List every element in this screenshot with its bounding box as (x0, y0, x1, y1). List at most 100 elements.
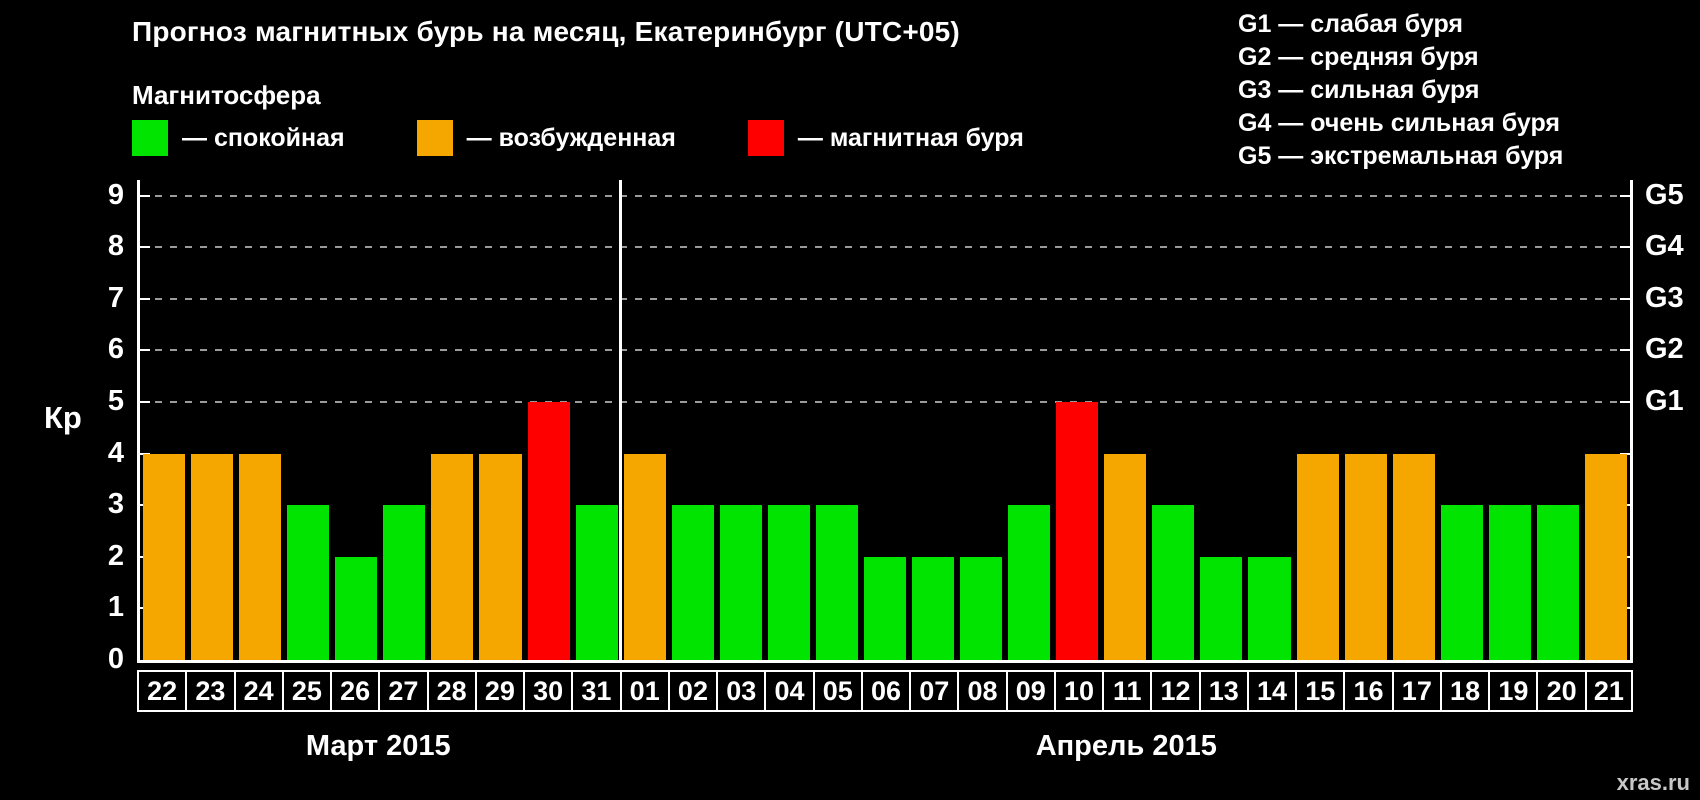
bar-day-25 (287, 505, 330, 660)
bar-day-07 (912, 556, 955, 660)
legend-item-storm: — магнитная буря (747, 120, 1024, 156)
left-axis-tick (140, 452, 150, 455)
right-axis-label-G3: G3 (1645, 281, 1684, 314)
right-axis-label-G4: G4 (1645, 230, 1684, 263)
legend-swatch-storm (747, 120, 784, 156)
plot-area (137, 180, 1633, 663)
left-axis-tick (140, 349, 150, 352)
y-tick-label-4: 4 (107, 436, 124, 469)
y-tick-label-3: 3 (107, 488, 124, 521)
bar-day-19 (1488, 505, 1531, 660)
right-axis-label-G1: G1 (1645, 385, 1684, 417)
bar-day-10 (1056, 402, 1099, 660)
bar-day-13 (1200, 556, 1243, 660)
bar-day-12 (1152, 505, 1195, 660)
legend-item-excited: — возбужденная (416, 120, 676, 156)
day-label-24: 24 (233, 670, 284, 712)
bar-day-11 (1104, 453, 1147, 660)
y-tick-label-0: 0 (107, 643, 124, 675)
right-axis-tick (1620, 401, 1630, 403)
day-label-13: 13 (1198, 670, 1249, 712)
legend-label: — возбужденная (466, 123, 676, 152)
day-label-07: 07 (909, 670, 960, 712)
left-axis-tick (140, 194, 150, 197)
legend-item-quiet: — спокойная (132, 120, 345, 156)
y-tick-label-2: 2 (107, 539, 124, 572)
gridline-6 (140, 349, 1630, 352)
y-tick-label-9: 9 (107, 178, 124, 211)
day-label-04: 04 (764, 670, 815, 712)
bar-day-27 (383, 505, 426, 660)
day-label-11: 11 (1102, 670, 1153, 712)
bar-day-31 (575, 505, 618, 660)
bar-day-21 (1584, 453, 1627, 660)
g-scale-line-1: G1 — слабая буря (1238, 10, 1464, 38)
right-axis-tick (1620, 194, 1630, 197)
right-axis-tick (1620, 452, 1630, 455)
legend-label: — магнитная буря (797, 123, 1024, 152)
month-label: Март 2015 (305, 730, 451, 762)
day-label-30: 30 (523, 670, 574, 712)
day-label-27: 27 (378, 670, 429, 712)
day-label-02: 02 (667, 670, 719, 712)
day-axis: 22 23 24 25 26 27 28 29 30 31 01 02 03 04 05 06 07 08 09 10… (137, 670, 1633, 712)
bar-day-14 (1248, 556, 1291, 660)
left-axis-tick (140, 401, 150, 403)
bar-day-03 (719, 505, 762, 660)
day-label-22: 22 (137, 670, 188, 712)
gridline-7 (140, 297, 1630, 300)
y-tick-label-7: 7 (107, 281, 124, 314)
bar-day-22 (143, 453, 186, 660)
day-label-26: 26 (330, 670, 381, 712)
day-label-29: 29 (474, 670, 526, 712)
bar-day-01 (623, 453, 666, 660)
day-label-14: 14 (1246, 670, 1298, 712)
day-label-06: 06 (860, 670, 912, 712)
y-tick-label-6: 6 (107, 333, 124, 366)
y-tick-label-8: 8 (107, 230, 124, 263)
bar-day-05 (815, 505, 858, 660)
bar-day-16 (1344, 453, 1387, 660)
right-axis-tick (1620, 246, 1630, 249)
gridline-5 (140, 401, 1630, 403)
day-label-19: 19 (1488, 670, 1539, 712)
month-separator (619, 180, 623, 660)
bar-day-06 (863, 556, 907, 660)
state-legend: — спокойная — возбужденная — магнитная бур… (132, 120, 1024, 156)
bar-day-09 (1008, 505, 1051, 660)
bar-day-04 (767, 505, 810, 660)
right-axis-tick (1620, 297, 1630, 300)
chart-title: Прогноз магнитных бурь на месяц, Екатери… (132, 16, 960, 47)
day-label-28: 28 (426, 670, 477, 712)
day-label-25: 25 (281, 670, 333, 712)
day-label-03: 03 (716, 670, 767, 712)
gridline-8 (140, 246, 1630, 249)
g-scale-line-5: G5 — экстремальная буря (1238, 142, 1564, 170)
bar-day-26 (335, 556, 378, 660)
legend-swatch-excited (416, 120, 453, 156)
right-axis-tick (1620, 349, 1630, 352)
day-label-23: 23 (185, 670, 236, 712)
gridline-9 (140, 194, 1630, 197)
day-label-18: 18 (1439, 670, 1491, 712)
day-label-21: 21 (1584, 670, 1633, 712)
day-label-09: 09 (1005, 670, 1056, 712)
day-label-31: 31 (571, 670, 622, 712)
right-axis-label-G5: G5 (1645, 178, 1684, 211)
bar-day-23 (191, 453, 234, 660)
bar-day-29 (479, 453, 522, 660)
day-label-17: 17 (1391, 670, 1442, 712)
g-scale-line-2: G2 — средняя буря (1238, 43, 1479, 71)
left-axis-tick (140, 297, 150, 300)
month-label: Апрель 2015 (1035, 730, 1217, 762)
watermark: xras.ru (1616, 770, 1690, 795)
day-label-20: 20 (1536, 670, 1587, 712)
day-label-10: 10 (1053, 670, 1105, 712)
bar-day-08 (960, 556, 1003, 660)
bar-day-28 (431, 453, 474, 660)
bar-day-20 (1536, 505, 1579, 660)
bar-day-18 (1440, 505, 1483, 660)
right-axis-label-G2: G2 (1645, 333, 1684, 366)
magnetosphere-label: Магнитосфера (132, 80, 321, 110)
